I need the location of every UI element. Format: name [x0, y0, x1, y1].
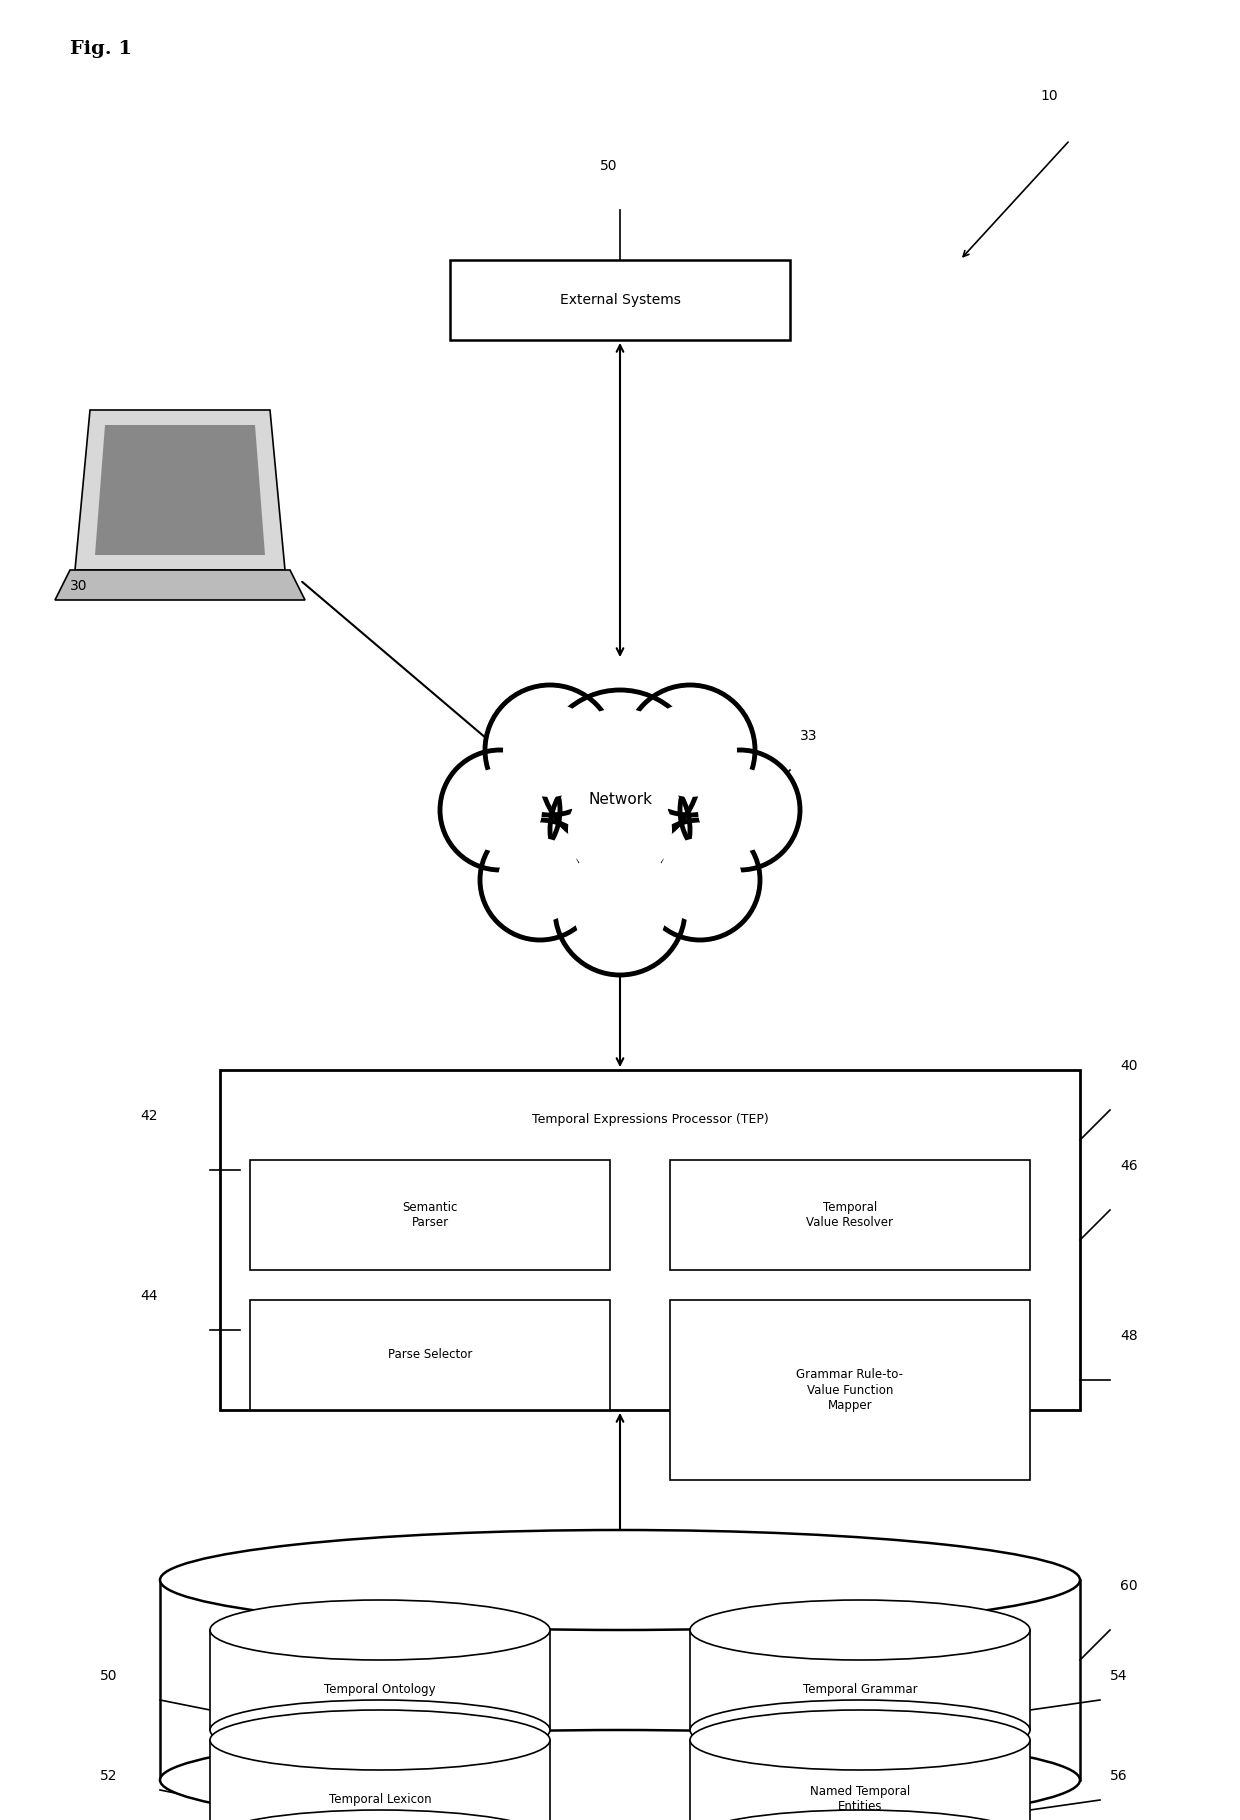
Bar: [250, 1299, 610, 1410]
Bar: [689, 1740, 1030, 1820]
Ellipse shape: [160, 1531, 1080, 1631]
Text: 56: 56: [1110, 1769, 1127, 1784]
Text: 40: 40: [1120, 1059, 1137, 1074]
Text: Semantic
Parser: Semantic Parser: [402, 1201, 458, 1228]
Circle shape: [573, 863, 667, 957]
Circle shape: [556, 844, 684, 976]
Ellipse shape: [210, 1700, 551, 1760]
Text: Temporal Expressions Processor (TEP): Temporal Expressions Processor (TEP): [532, 1114, 769, 1127]
Text: 50: 50: [100, 1669, 118, 1684]
Ellipse shape: [210, 1711, 551, 1771]
Text: Parse Selector: Parse Selector: [388, 1349, 472, 1361]
Ellipse shape: [689, 1600, 1030, 1660]
Text: 54: 54: [1110, 1669, 1127, 1684]
Circle shape: [625, 684, 755, 815]
Ellipse shape: [160, 1731, 1080, 1820]
Circle shape: [644, 703, 737, 797]
Circle shape: [551, 761, 689, 901]
Text: 10: 10: [1040, 89, 1058, 104]
Text: Named Temporal
Entities: Named Temporal Entities: [810, 1785, 910, 1813]
Text: External Systems: External Systems: [559, 293, 681, 308]
Circle shape: [485, 684, 615, 815]
Ellipse shape: [210, 1811, 551, 1820]
Text: 44: 44: [140, 1289, 157, 1303]
Bar: [670, 1159, 1030, 1270]
Text: 48: 48: [1120, 1329, 1137, 1343]
Text: Grammar Rule-to-
Value Function
Mapper: Grammar Rule-to- Value Function Mapper: [796, 1369, 904, 1412]
Circle shape: [440, 750, 560, 870]
Bar: [450, 260, 790, 340]
Circle shape: [558, 708, 682, 832]
Bar: [160, 1580, 1080, 1780]
Bar: [219, 1070, 1080, 1410]
Text: 30: 30: [69, 579, 88, 593]
Text: 52: 52: [100, 1769, 118, 1784]
Circle shape: [640, 821, 760, 939]
Bar: [689, 1631, 1030, 1731]
Polygon shape: [95, 426, 265, 555]
Ellipse shape: [689, 1711, 1030, 1771]
Text: Temporal Lexicon: Temporal Lexicon: [329, 1793, 432, 1805]
Circle shape: [503, 703, 596, 797]
Text: 42: 42: [140, 1108, 157, 1123]
Text: 33: 33: [800, 730, 817, 743]
Circle shape: [458, 768, 542, 852]
Ellipse shape: [689, 1700, 1030, 1760]
Bar: [210, 1740, 551, 1820]
Polygon shape: [74, 410, 285, 570]
Text: 50: 50: [600, 158, 618, 173]
Ellipse shape: [689, 1811, 1030, 1820]
Circle shape: [658, 837, 742, 923]
Text: Temporal Grammar: Temporal Grammar: [802, 1682, 918, 1696]
Bar: [670, 1299, 1030, 1480]
Text: 46: 46: [1120, 1159, 1137, 1174]
Polygon shape: [55, 570, 305, 601]
Bar: [210, 1631, 551, 1731]
Text: Network: Network: [588, 792, 652, 808]
Text: Temporal Ontology: Temporal Ontology: [324, 1682, 435, 1696]
Circle shape: [680, 750, 800, 870]
Bar: [250, 1159, 610, 1270]
Text: 60: 60: [1120, 1580, 1137, 1592]
Circle shape: [480, 821, 600, 939]
Circle shape: [568, 777, 672, 883]
Circle shape: [539, 690, 701, 850]
Text: Temporal
Value Resolver: Temporal Value Resolver: [806, 1201, 894, 1228]
Circle shape: [698, 768, 782, 852]
Ellipse shape: [210, 1600, 551, 1660]
Text: Fig. 1: Fig. 1: [69, 40, 133, 58]
Circle shape: [498, 837, 582, 923]
